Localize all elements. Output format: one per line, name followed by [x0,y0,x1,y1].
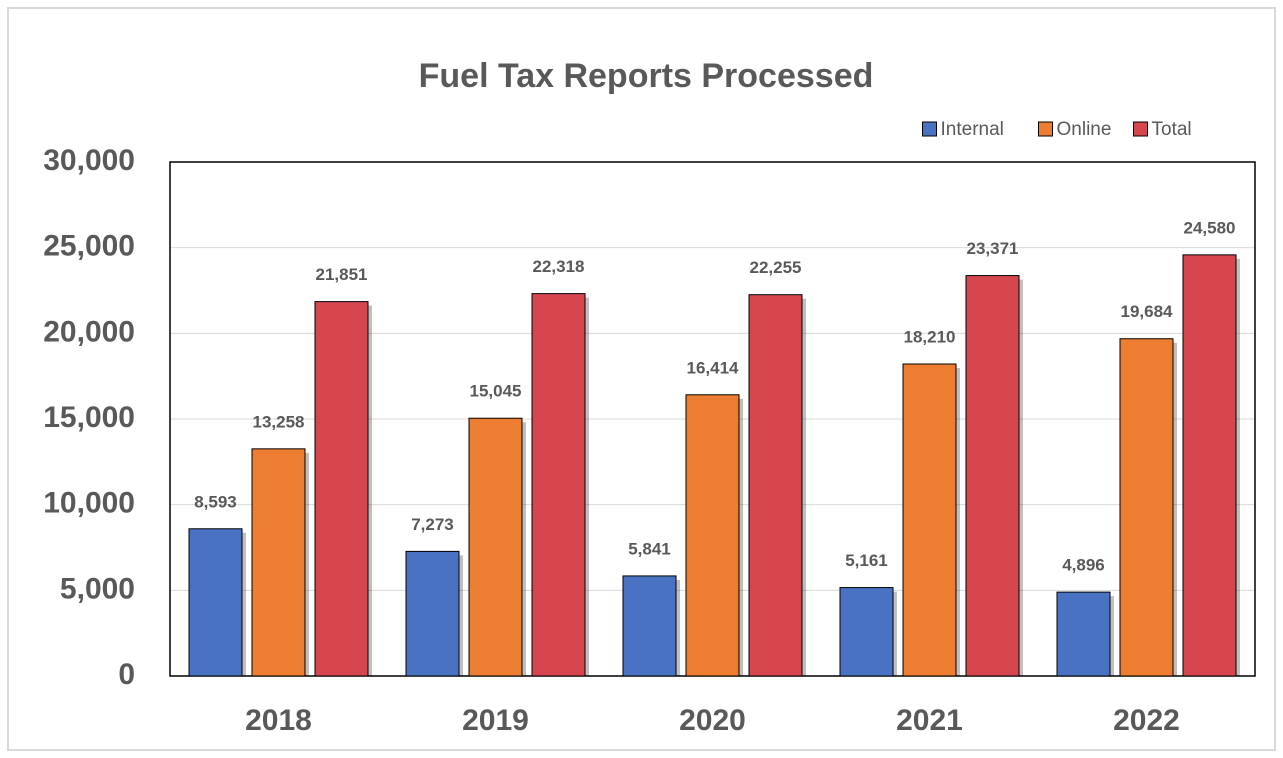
data-label: 8,593 [194,492,237,511]
bar [188,528,243,677]
y-tick-label: 20,000 [43,315,135,348]
bar [965,275,1020,677]
y-tick-label: 0 [118,658,135,691]
legend-label: Online [1057,119,1112,140]
data-label: 5,841 [628,539,671,558]
x-tick-label: 2019 [462,704,529,737]
legend-swatch [1038,121,1053,137]
y-tick-label: 30,000 [43,144,135,177]
legend-label: Internal [941,119,1004,140]
data-label: 15,045 [470,382,522,401]
bar [748,294,803,677]
y-tick-label: 15,000 [43,401,135,434]
data-label: 22,318 [533,257,585,276]
data-label: 19,684 [1121,302,1174,321]
data-label: 5,161 [845,551,888,570]
chart-title: Fuel Tax Reports Processed [419,57,874,95]
y-tick-label: 25,000 [43,230,135,263]
data-label: 23,371 [967,239,1019,258]
bar [314,301,369,677]
bar [468,417,523,677]
bar [839,587,894,677]
y-tick-label: 10,000 [43,487,135,520]
x-tick-label: 2022 [1113,704,1180,737]
x-tick-label: 2020 [679,704,746,737]
bar [1182,254,1237,677]
x-tick-label: 2018 [245,704,312,737]
legend-swatch [1133,121,1148,137]
data-label: 18,210 [904,327,956,346]
bar [685,394,740,677]
data-label: 21,851 [316,265,368,284]
bar [1119,338,1174,677]
data-label: 4,896 [1062,556,1105,575]
bar [405,550,460,677]
bar [622,575,677,677]
data-label: 16,414 [687,358,740,377]
bar [531,293,586,677]
bar [251,448,306,677]
data-label: 22,255 [750,258,802,277]
y-tick-label: 5,000 [60,572,135,605]
data-label: 7,273 [411,515,454,534]
legend-swatch [922,121,937,137]
bar [902,363,957,677]
legend-label: Total [1152,119,1192,140]
data-label: 13,258 [253,412,305,431]
x-tick-label: 2021 [896,704,963,737]
bar [1056,591,1111,677]
data-label: 24,580 [1184,218,1236,237]
